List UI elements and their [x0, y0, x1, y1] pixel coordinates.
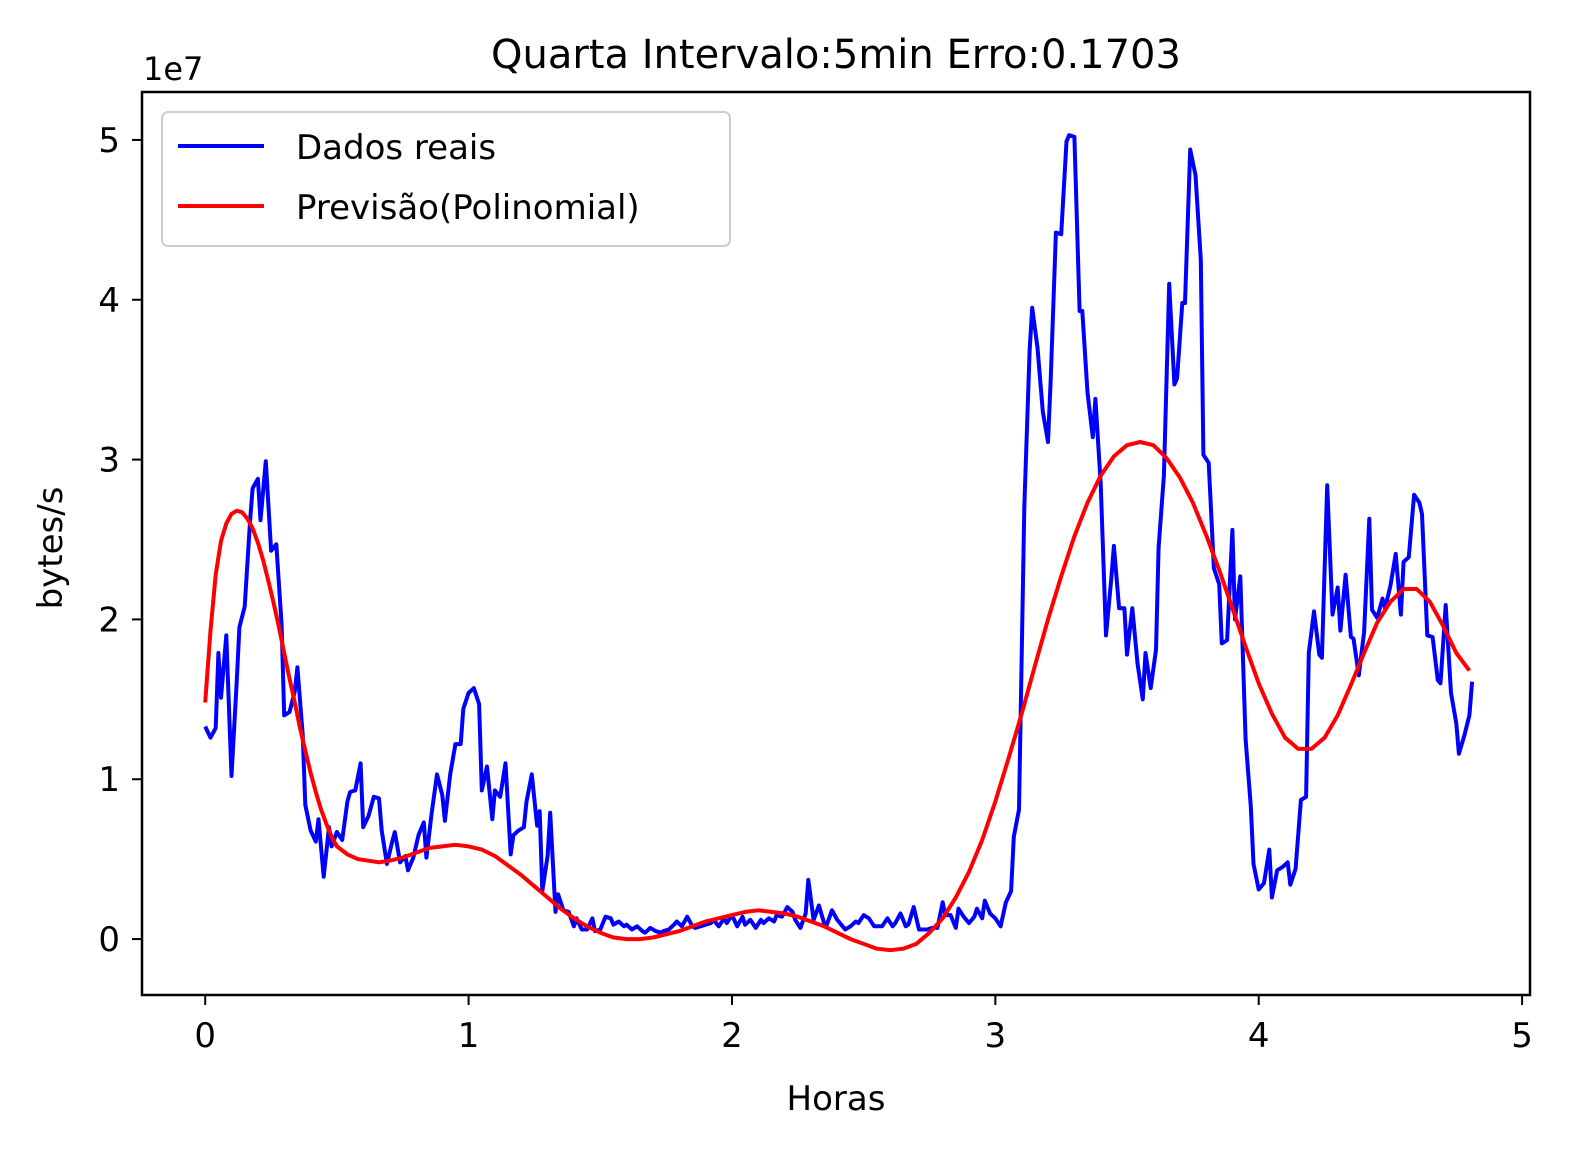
legend-label-previsao: Previsão(Polinomial)	[296, 188, 640, 228]
y-axis-label: bytes/s	[31, 487, 71, 610]
plot-area	[203, 133, 1475, 953]
series-line-dados-reais	[203, 133, 1475, 935]
series-line-previsao	[203, 440, 1472, 953]
legend: Dados reais Previsão(Polinomial)	[161, 111, 731, 247]
legend-label-dados-reais: Dados reais	[296, 128, 496, 168]
x-axis-label: Horas	[787, 1079, 886, 1119]
x-tick-label: 4	[1248, 1016, 1270, 1056]
x-axis: 0 1 2 3 4 5	[194, 995, 1533, 1056]
y-offset-label: 1e7	[143, 50, 203, 88]
y-tick-label: 2	[98, 600, 120, 640]
y-tick-label: 1	[98, 760, 120, 800]
y-tick-label: 4	[98, 281, 120, 321]
y-axis: 0 1 2 3 4 5	[98, 121, 142, 960]
y-tick-label: 0	[98, 920, 120, 960]
x-tick-label: 3	[985, 1016, 1007, 1056]
x-tick-label: 2	[721, 1016, 743, 1056]
x-tick-label: 5	[1511, 1016, 1533, 1056]
x-tick-label: 1	[458, 1016, 480, 1056]
y-tick-label: 3	[98, 441, 120, 481]
axes-frame	[140, 90, 1532, 997]
y-tick-label: 5	[98, 121, 120, 161]
x-tick-label: 0	[194, 1016, 216, 1056]
legend-box	[161, 111, 731, 247]
chart-title: Quarta Intervalo:5min Erro:0.1703	[491, 32, 1181, 78]
